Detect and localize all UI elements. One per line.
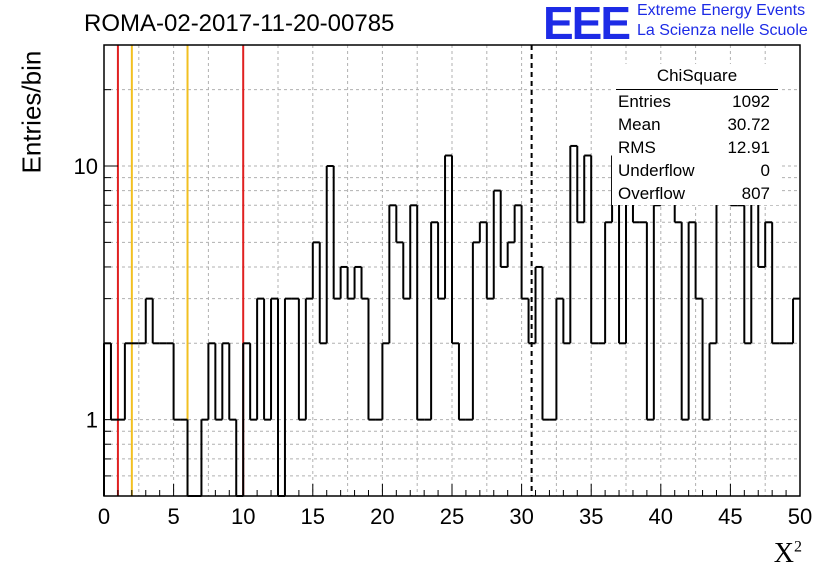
stats-row-underflow: Underflow 0 <box>612 159 782 182</box>
x-tick-label: 50 <box>788 504 812 529</box>
stats-row-mean: Mean 30.72 <box>612 113 782 136</box>
stats-value: 0 <box>760 161 770 180</box>
x-tick-label: 40 <box>649 504 673 529</box>
x-tick-label: 15 <box>301 504 325 529</box>
stats-value: 1092 <box>732 92 770 111</box>
stats-label: Overflow <box>618 184 686 203</box>
stats-row-rms: RMS 12.91 <box>612 136 782 159</box>
eee-logo: EEE <box>543 0 631 49</box>
x-tick-label: 10 <box>231 504 255 529</box>
stats-box: ChiSquare Entries 1092 Mean 30.72 RMS 12… <box>612 64 782 205</box>
y-tick-label: 1 <box>86 408 98 433</box>
x-axis-label: X2 <box>773 538 802 569</box>
x-tick-label: 25 <box>440 504 464 529</box>
stats-title: ChiSquare <box>616 64 778 90</box>
logo-line-1: Extreme Energy Events <box>637 2 806 19</box>
stats-value: 12.91 <box>727 138 770 157</box>
logo-line-2: La Scienza nelle Scuole <box>637 22 808 39</box>
stats-value: 30.72 <box>727 115 770 134</box>
stats-label: Entries <box>618 92 671 111</box>
stats-row-entries: Entries 1092 <box>612 90 782 113</box>
x-tick-label: 0 <box>98 504 110 529</box>
stats-label: Mean <box>618 115 661 134</box>
stats-label: RMS <box>618 138 656 157</box>
x-tick-label: 45 <box>718 504 742 529</box>
x-tick-label: 35 <box>579 504 603 529</box>
x-tick-label: 20 <box>370 504 394 529</box>
x-tick-label: 5 <box>167 504 179 529</box>
run-title: ROMA-02-2017-11-20-00785 <box>84 10 395 37</box>
x-tick-label: 30 <box>509 504 533 529</box>
stats-row-overflow: Overflow 807 <box>612 182 782 205</box>
stats-value: 807 <box>741 184 770 203</box>
y-tick-label: 10 <box>74 154 98 179</box>
stats-label: Underflow <box>618 161 695 180</box>
